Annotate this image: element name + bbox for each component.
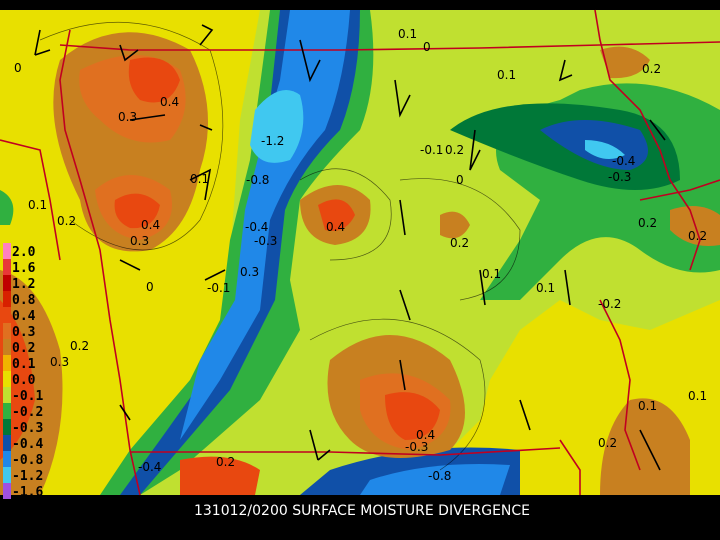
legend-label: -0.3 [12, 421, 43, 436]
contour-label: -0.4 [612, 154, 635, 168]
contour-label: 0.2 [598, 436, 617, 450]
legend-label: -1.6 [12, 485, 43, 500]
legend-swatch [3, 275, 11, 291]
legend-label: -0.4 [12, 437, 43, 452]
legend-swatch [3, 339, 11, 355]
contour-label: 0.2 [642, 62, 661, 76]
legend-label: 0.2 [12, 341, 35, 356]
contour-label: 0.4 [160, 95, 179, 109]
legend-label: 0.4 [12, 309, 36, 324]
contour-label: 0.1 [28, 198, 47, 212]
legend-swatch [3, 323, 11, 339]
legend-swatch [3, 467, 11, 483]
legend-swatch [3, 291, 11, 307]
contour-label: 0.2 [638, 216, 657, 230]
contour-label: 0 [423, 40, 431, 54]
contour-labels: 0.1 0 0.1 0.2 0 0.4 0.3 -1.2 -0.8 0.1 -0… [14, 27, 707, 483]
legend-label: 0.0 [12, 373, 36, 388]
legend-swatch [3, 371, 11, 387]
legend-label: -1.2 [12, 469, 43, 484]
contour-label: -1.2 [261, 134, 284, 148]
legend-swatch [3, 243, 11, 259]
contour-label: -0.3 [405, 440, 428, 454]
contour-label: 0.3 [130, 234, 149, 248]
contour-label: 0 [146, 280, 154, 294]
contour-label: 0.2 [216, 455, 235, 469]
contour-label: 0 [14, 61, 22, 75]
contour-label: 0.1 [482, 267, 501, 281]
contour-label: -0.3 [254, 234, 277, 248]
contour-label: 0.1 [688, 389, 707, 403]
contour-label: 0.4 [416, 428, 435, 442]
legend-label: 0.8 [12, 293, 36, 308]
legend-swatch [3, 451, 11, 467]
contour-label: 0.4 [141, 218, 160, 232]
contour-label: 0.2 [70, 339, 89, 353]
contour-label: -0.2 [598, 297, 621, 311]
contour-label: -0.1 [420, 143, 443, 157]
legend-swatch [3, 483, 11, 499]
contour-label: 0.3 [240, 265, 259, 279]
contour-label: 0.1 [638, 399, 657, 413]
contour-label: 0.4 [326, 220, 345, 234]
contour-label: 0.3 [118, 110, 137, 124]
legend-label: 1.6 [12, 261, 36, 276]
contour-label: -0.8 [246, 173, 269, 187]
contour-label: 0.2 [445, 143, 464, 157]
legend-swatch [3, 355, 11, 371]
legend-label: 1.2 [12, 277, 35, 292]
contour-label: -0.8 [428, 469, 451, 483]
legend-label: -0.8 [12, 453, 43, 468]
legend-swatch [3, 419, 11, 435]
contour-label: 0.2 [57, 214, 76, 228]
contour-label: 0.2 [688, 229, 707, 243]
contour-label: 0.2 [450, 236, 469, 250]
contour-label: -0.3 [608, 170, 631, 184]
map-field [0, 9, 720, 496]
legend-swatch [3, 387, 11, 403]
contour-label: 0.1 [497, 68, 516, 82]
contour-label: 0.1 [398, 27, 417, 41]
legend-label: 2.0 [12, 245, 36, 260]
caption: 131012/0200 SURFACE MOISTURE DIVERGENCE [194, 503, 530, 519]
contour-label: 0.1 [536, 281, 555, 295]
contour-label: -0.4 [138, 460, 161, 474]
legend-swatch [3, 307, 11, 323]
legend-swatch [3, 259, 11, 275]
legend-label: 0.1 [12, 357, 36, 372]
contour-label: 0.1 [190, 172, 209, 186]
legend-label: -0.2 [12, 405, 43, 420]
legend-swatch [3, 435, 11, 451]
contour-label: 0 [456, 173, 464, 187]
contour-label: -0.4 [245, 220, 268, 234]
legend-label: 0.3 [12, 325, 35, 340]
contour-label: 0.3 [50, 355, 69, 369]
legend-label: -0.1 [12, 389, 43, 404]
contour-label: -0.1 [207, 281, 230, 295]
legend-swatch [3, 403, 11, 419]
legend: 2.01.61.20.80.40.30.20.10.0-0.1-0.2-0.3-… [3, 243, 43, 500]
